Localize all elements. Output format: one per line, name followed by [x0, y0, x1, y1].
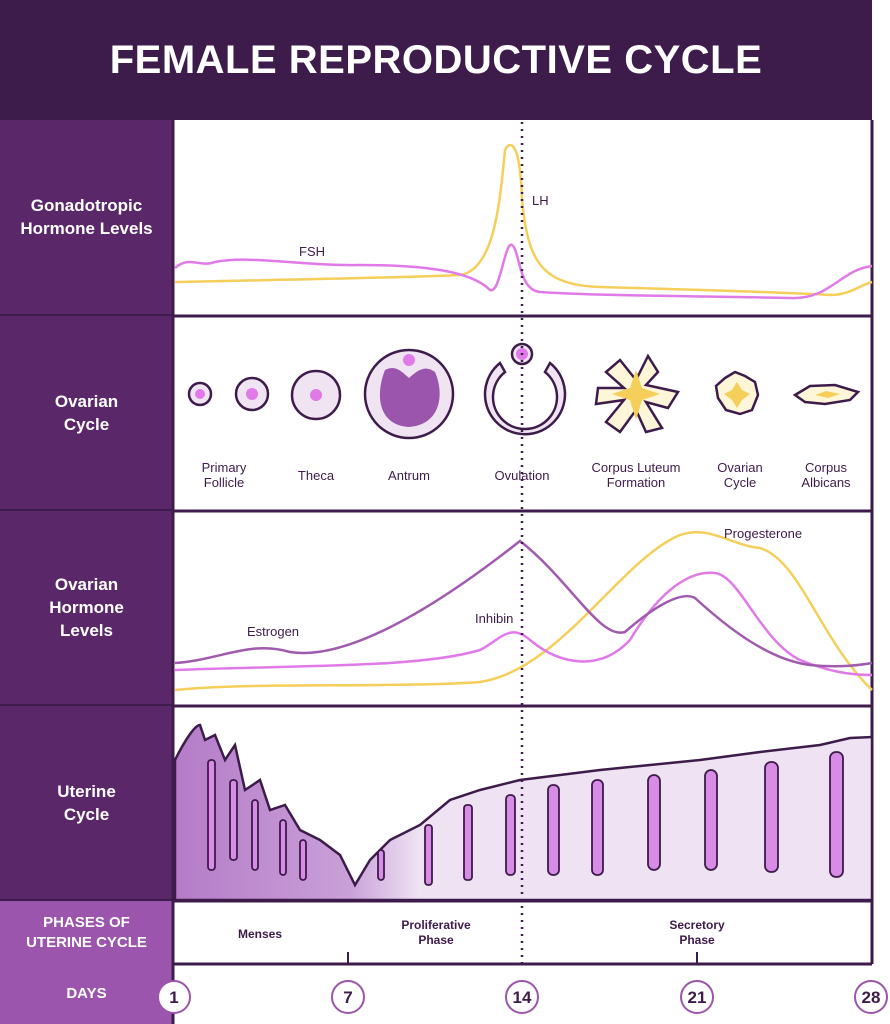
page-title: FEMALE REPRODUCTIVE CYCLE — [0, 0, 872, 120]
theca-label: Theca — [298, 468, 335, 483]
fsh-label: FSH — [299, 244, 325, 259]
day-1: 1 — [169, 988, 178, 1007]
phase-secretory-1: Secretory — [669, 918, 725, 932]
row-label-days: DAYS — [0, 964, 173, 1024]
antrum-label: Antrum — [388, 468, 430, 483]
corpus-luteum-label-2: Formation — [607, 475, 666, 490]
row-label-gonadotropic: Gonadotropic Hormone Levels — [0, 120, 173, 316]
phase-proliferative-2: Phase — [418, 933, 454, 947]
uterine-glands — [207, 751, 844, 886]
primary-follicle-label-1: Primary — [202, 460, 247, 475]
ovarian-cycle-label-1: Ovarian — [717, 460, 763, 475]
inhibin-label: Inhibin — [475, 611, 513, 626]
row-label-ovarian-cycle: Ovarian Cycle — [0, 316, 173, 511]
inhibin-curve — [174, 571, 873, 677]
corpus-albicans-label-2: Albicans — [801, 475, 851, 490]
ovarian-stage-icons — [187, 342, 861, 440]
lh-label: LH — [532, 193, 549, 208]
row-label-ovarian-hormone: Ovarian Hormone Levels — [0, 511, 173, 706]
lh-curve — [174, 143, 873, 297]
day-14: 14 — [513, 988, 532, 1007]
ovarian-cycle-label-2: Cycle — [724, 475, 757, 490]
day-7: 7 — [343, 988, 352, 1007]
phase-secretory-2: Phase — [679, 933, 715, 947]
corpus-albicans-icon — [792, 383, 861, 406]
phase-proliferative-1: Proliferative — [401, 918, 471, 932]
endometrium-lining — [173, 723, 874, 902]
antrum-icon — [363, 348, 455, 440]
corpus-luteum-label-1: Corpus Luteum — [592, 460, 681, 475]
phase-menses: Menses — [238, 927, 282, 941]
estrogen-label: Estrogen — [247, 624, 299, 639]
progesterone-label: Progesterone — [724, 526, 802, 541]
ovulation-icon — [483, 342, 567, 436]
day-21: 21 — [688, 988, 707, 1007]
progesterone-curve — [174, 530, 873, 692]
primary-follicle-icon — [187, 376, 270, 412]
corpus-albicans-label-1: Corpus — [805, 460, 847, 475]
ovarian-cycle-icon — [714, 370, 760, 416]
estrogen-curve — [174, 539, 873, 668]
row-label-phases: PHASES OF UTERINE CYCLE — [0, 901, 173, 964]
row-label-uterine: Uterine Cycle — [0, 706, 173, 901]
ovulation-label: Ovulation — [495, 468, 550, 483]
corpus-luteum-icon — [594, 353, 681, 434]
fsh-curve — [174, 243, 873, 300]
day-28: 28 — [862, 988, 881, 1007]
primary-follicle-label-2: Follicle — [204, 475, 244, 490]
